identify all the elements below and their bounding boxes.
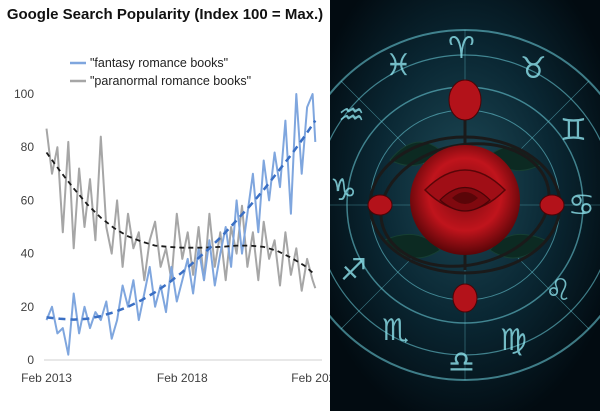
svg-text:♎: ♎	[448, 345, 475, 380]
svg-text:♐: ♐	[340, 253, 367, 288]
y-tick-label: 80	[21, 140, 35, 154]
y-axis-ticks: 0 20 40 60 80 100	[14, 87, 34, 367]
line-chart: 0 20 40 60 80 100 Feb 2013 Feb 2018 Feb 2023 "f…	[14, 56, 330, 385]
svg-text:♓: ♓	[385, 48, 412, 83]
svg-text:♍: ♍	[500, 323, 527, 358]
trend-line-paranormal	[45, 151, 316, 276]
y-tick-label: 60	[21, 193, 35, 207]
chart-panel: Google Search Popularity (Index 100 = Ma…	[6, 6, 330, 385]
svg-text:♊: ♊	[560, 113, 587, 148]
chart-title: Google Search Popularity (Index 100 = Ma…	[6, 6, 324, 23]
x-tick-label: Feb 2013	[21, 371, 72, 385]
x-tick-label: Feb 2023	[291, 371, 330, 385]
y-tick-label: 20	[21, 300, 35, 314]
svg-text:♏: ♏	[382, 313, 409, 348]
rose-buds	[367, 79, 565, 313]
legend-label-fantasy: "fantasy romance books"	[90, 56, 228, 70]
series-line-paranormal	[45, 128, 317, 292]
svg-text:♈: ♈	[448, 31, 475, 66]
x-tick-label: Feb 2018	[157, 371, 208, 385]
svg-text:♒: ♒	[338, 98, 365, 133]
legend-label-paranormal: "paranormal romance books"	[90, 74, 251, 88]
y-tick-label: 40	[21, 247, 35, 261]
series-layer	[45, 93, 317, 356]
svg-text:♋: ♋	[568, 188, 595, 223]
svg-text:♌: ♌	[545, 273, 572, 308]
svg-text:♉: ♉	[520, 51, 547, 86]
zodiac-glyphs: ♈ ♉ ♊ ♋ ♌ ♍ ♎ ♏ ♐ ♑ ♒ ♓	[330, 31, 595, 380]
rose-zodiac-illustration: ♈ ♉ ♊ ♋ ♌ ♍ ♎ ♏ ♐ ♑ ♒ ♓	[330, 0, 600, 411]
trend-line-fantasy	[46, 119, 317, 321]
series-line-fantasy	[45, 93, 317, 356]
y-tick-label: 0	[27, 353, 34, 367]
y-tick-label: 100	[14, 87, 34, 101]
rose-bloom	[410, 145, 520, 255]
svg-text:♑: ♑	[330, 173, 357, 208]
legend: "fantasy romance books" "paranormal roma…	[70, 56, 251, 88]
rose-zodiac-image: ♈ ♉ ♊ ♋ ♌ ♍ ♎ ♏ ♐ ♑ ♒ ♓	[330, 0, 600, 411]
x-axis-ticks: Feb 2013 Feb 2018 Feb 2023	[21, 371, 330, 385]
